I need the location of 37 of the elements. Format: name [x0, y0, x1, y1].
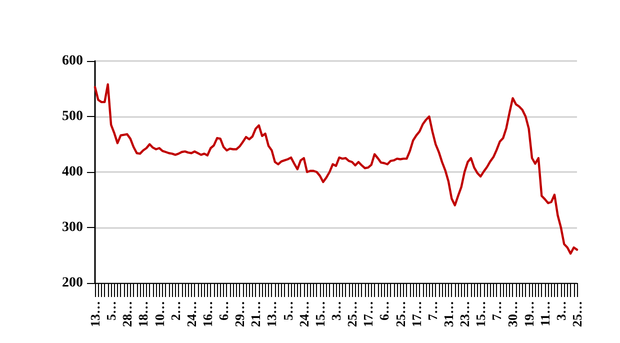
x-tick-label: 23… [457, 301, 472, 327]
x-tick-label: 21… [248, 301, 264, 327]
x-tick-label: 6… [216, 301, 232, 320]
x-tick-label: 2… [168, 301, 183, 320]
x-tick-label: 17… [408, 301, 424, 327]
x-tick-label: 15… [473, 301, 488, 327]
x-tick-label: 5… [280, 301, 296, 320]
x-tick-label: 19… [521, 301, 536, 327]
x-tick-label: 15… [312, 301, 328, 327]
x-tick-label: 29… [232, 301, 248, 327]
x-tick-label: 18… [136, 301, 151, 327]
x-tick-label: 3… [553, 301, 568, 320]
y-tick-label: 600 [62, 54, 83, 68]
x-tick-label: 11… [537, 301, 552, 326]
y-tick-label: 500 [62, 109, 83, 124]
x-tick-label: 6… [376, 301, 392, 320]
x-tick-label: 13… [88, 301, 102, 327]
x-tick-label: 7… [489, 301, 504, 320]
x-tick-label: 24… [184, 301, 199, 327]
x-tick-label: 28… [120, 301, 135, 327]
x-tick-label: 13… [264, 301, 280, 327]
y-tick-label: 400 [62, 164, 83, 180]
x-tick-label: 7… [424, 301, 440, 320]
x-tick-label: 31… [440, 301, 456, 327]
x-tick-label: 17… [360, 301, 376, 327]
x-tick-label: 24… [296, 301, 312, 327]
x-tick-label: 25… [392, 301, 408, 327]
x-tick-label: 3… [328, 301, 344, 320]
x-tick-label: 30… [505, 301, 520, 327]
x-tick-label: 10… [152, 301, 167, 327]
y-tick-label: 300 [62, 220, 83, 235]
x-tick-label: 5… [104, 301, 119, 320]
x-tick-label: 25… [344, 301, 360, 327]
line-series [94, 83, 578, 255]
x-tick-label: 25… [570, 301, 584, 327]
y-tick-label: 200 [62, 276, 83, 290]
x-tick-label: 16… [200, 301, 215, 327]
